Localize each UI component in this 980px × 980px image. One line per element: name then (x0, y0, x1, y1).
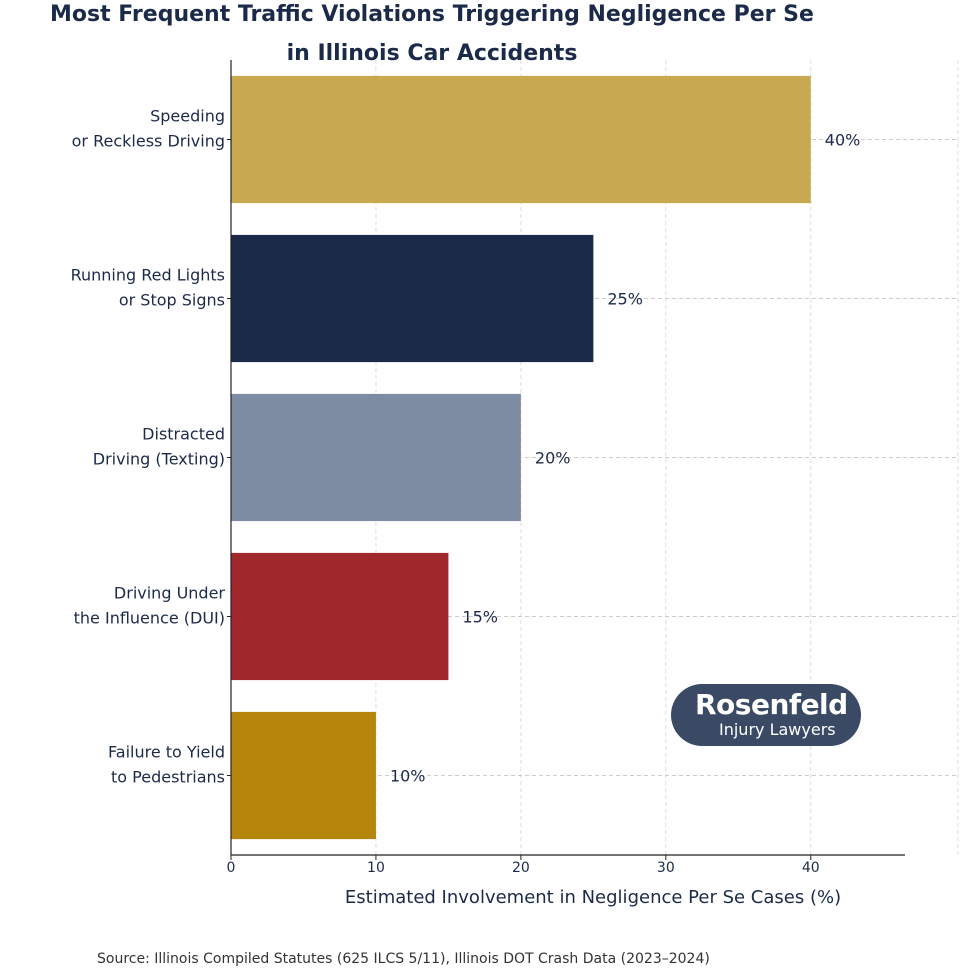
category-label-4-1: to Pedestrians (111, 768, 225, 787)
logo-main-text: Rosenfeld (695, 688, 848, 721)
bar-value-label-0: 40% (825, 131, 861, 150)
chart-title-line2: in Illinois Car Accidents (286, 41, 578, 66)
bar-chart: 40% 25% 20% 15% 10% Speeding or Reckless Drivi… (71, 60, 959, 908)
bar-4 (231, 711, 376, 840)
source-note: Source: Illinois Compiled Statutes (625 … (97, 951, 710, 967)
bar-value-label-3: 15% (462, 608, 498, 627)
x-axis-label: Estimated Involvement in Negligence Per … (345, 887, 841, 908)
category-label-3-0: Driving Under (114, 584, 225, 603)
bar-2 (231, 393, 521, 522)
xtick-label-1: 10 (367, 860, 385, 876)
xtick-label-2: 20 (512, 860, 530, 876)
logo-sub-text: Injury Lawyers (719, 720, 836, 739)
category-label-3-1: the Influence (DUI) (74, 609, 225, 628)
category-label-0-0: Speeding (150, 107, 225, 126)
category-label-2-1: Driving (Texting) (93, 450, 225, 469)
category-label-2-0: Distracted (142, 425, 225, 444)
bar-0 (231, 75, 811, 204)
category-label-1-0: Running Red Lights (71, 266, 225, 285)
xtick-label-4: 40 (802, 860, 820, 876)
category-label-1-1: or Stop Signs (119, 291, 225, 310)
bar-value-label-2: 20% (535, 449, 571, 468)
xtick-label-0: 0 (227, 860, 236, 876)
bar-value-label-4: 10% (390, 767, 426, 786)
rosenfeld-logo: Rosenfeld Injury Lawyers (671, 684, 861, 746)
bar-3 (231, 552, 449, 681)
xtick-label-3: 30 (657, 860, 675, 876)
bar-1 (231, 234, 594, 363)
category-label-0-1: or Reckless Driving (72, 132, 225, 151)
chart-title-line1: Most Frequent Traffic Violations Trigger… (50, 2, 814, 27)
bar-value-label-1: 25% (607, 290, 643, 309)
category-label-4-0: Failure to Yield (108, 743, 225, 762)
